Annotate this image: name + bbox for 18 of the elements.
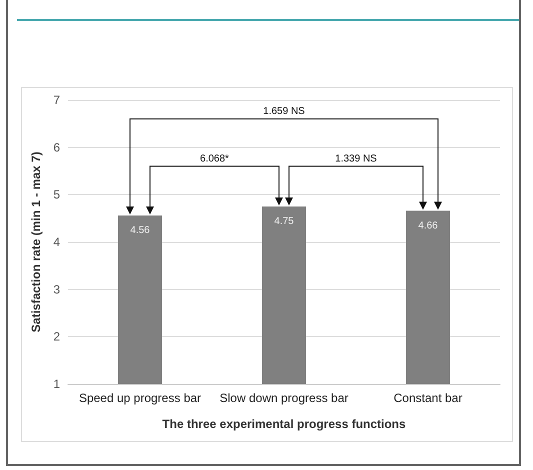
x-tick-label: Constant bar <box>394 391 462 405</box>
annotation: 6.068* <box>200 153 230 164</box>
x-tick-label: Speed up progress bar <box>78 391 202 405</box>
y-axis-title: Satisfaction rate (min 1 - max 7) <box>29 152 43 332</box>
x-tick-label: Slow down progress bar <box>220 391 348 405</box>
y-tick-label: 3 <box>53 282 60 296</box>
y-tick-label: 7 <box>53 93 60 107</box>
y-tick-label: 6 <box>53 140 60 154</box>
y-tick-label: 5 <box>53 188 60 202</box>
annotation: 1.659 NS <box>263 106 306 117</box>
data-label: 4.75 <box>274 216 294 227</box>
x-axis-title: The three experimental progress functions <box>162 417 406 431</box>
y-tick-label: 1 <box>53 377 60 391</box>
y-tick-label: 4 <box>53 235 60 249</box>
y-tick-label: 2 <box>53 330 60 344</box>
data-label: 4.56 <box>130 224 150 236</box>
annotation: 1.339 NS <box>335 153 378 164</box>
data-label: 4.66 <box>418 220 438 232</box>
